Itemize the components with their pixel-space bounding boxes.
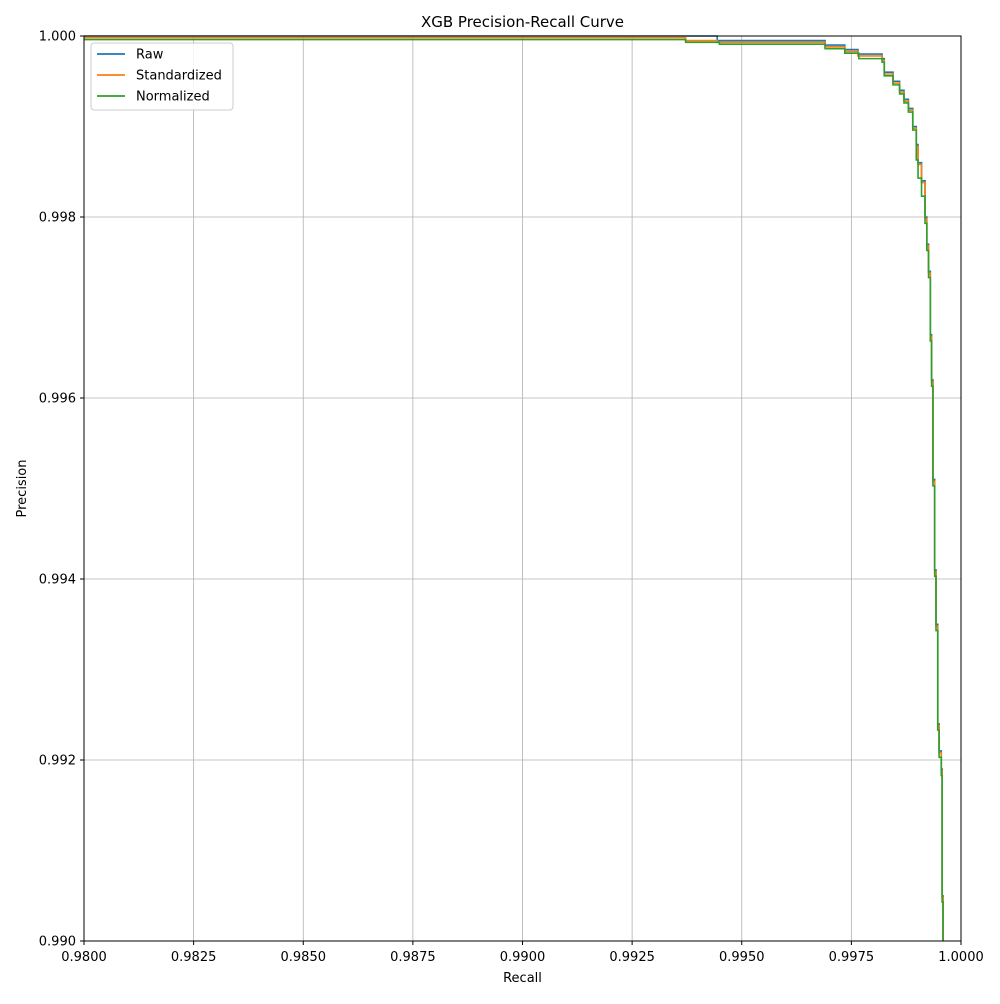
series-line-raw [84, 35, 944, 941]
x-axis-label: Recall [503, 971, 542, 986]
x-tick-label: 0.9975 [829, 950, 875, 965]
y-axis-label: Precision [15, 459, 30, 517]
legend-label-normalized: Normalized [136, 90, 210, 105]
legend-frame [90, 42, 234, 111]
y-tick-label: 0.990 [39, 935, 76, 950]
x-tick-label: 0.9800 [61, 950, 107, 965]
x-tick-label: 0.9825 [171, 950, 217, 965]
y-tick-label: 0.994 [39, 573, 76, 588]
legend-label-raw: Raw [136, 48, 164, 63]
x-tick-label: 0.9850 [281, 950, 327, 965]
series-layer [84, 35, 944, 941]
legend-label-standardized: Standardized [136, 69, 222, 84]
y-tick-label: 0.996 [39, 392, 76, 407]
x-tick-label: 0.9875 [390, 950, 436, 965]
y-tick-label: 0.998 [39, 211, 76, 226]
x-tick-label: 1.0000 [938, 950, 984, 965]
x-tick-label: 0.9950 [719, 950, 765, 965]
series-line-normalized [84, 38, 944, 941]
x-tick-label: 0.9900 [500, 950, 546, 965]
y-tick-label: 0.992 [39, 754, 76, 769]
y-tick-label: 1.000 [39, 30, 76, 45]
chart-title: XGB Precision-Recall Curve [421, 13, 624, 31]
grid [83, 35, 962, 942]
legend: Raw Standardized Normalized [90, 42, 234, 111]
x-tick-label: 0.9925 [609, 950, 655, 965]
axis-ticks: 0.9800 0.9825 0.9850 0.9875 0.9900 0.9925 0.99… [39, 30, 984, 966]
